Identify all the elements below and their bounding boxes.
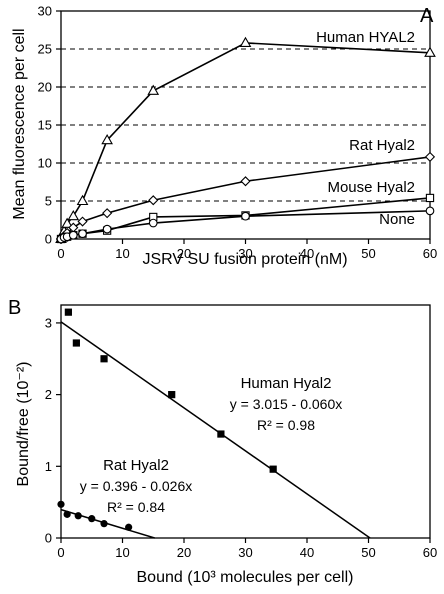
panel-a-point-rat-hyal2 bbox=[424, 151, 436, 162]
panel-b-point-human-hyal2 bbox=[72, 339, 80, 347]
panel-b-x-tick-label: 30 bbox=[238, 545, 252, 560]
panel-b-point-rat-hyal2 bbox=[63, 510, 71, 518]
panel-b-x-tick-label: 10 bbox=[115, 545, 129, 560]
panel-a-point-human-hyal2 bbox=[101, 133, 113, 145]
panel-a-y-tick-label: 15 bbox=[38, 118, 52, 133]
panel-a-x-tick-label: 10 bbox=[115, 246, 129, 261]
panel-b-annotation-rat-hyal2: y = 0.396 - 0.026x bbox=[80, 478, 192, 494]
panel-a-point-rat-hyal2 bbox=[240, 176, 251, 187]
panel-b-ylabel: Bound/free (10⁻²) bbox=[15, 362, 32, 487]
panel-a-series-line-rat-hyal2 bbox=[60, 156, 431, 240]
panel-b-point-human-hyal2 bbox=[168, 391, 176, 399]
panel-a-point-human-hyal2 bbox=[67, 209, 80, 221]
panel-a-series-labels: Human HYAL2 Rat Hyal2 Mouse Hyal2 None bbox=[316, 29, 415, 228]
panel-b-point-rat-hyal2 bbox=[88, 515, 96, 523]
panel-b-annotation-human-hyal2: y = 3.015 - 0.060x bbox=[230, 396, 342, 412]
panel-b-y-tick-label: 1 bbox=[45, 459, 52, 474]
panel-a-point-none bbox=[68, 230, 78, 240]
panel-b-y-tick-label: 2 bbox=[45, 387, 52, 402]
panel-a-y-tick-label: 25 bbox=[38, 42, 52, 57]
panel-a-point-mouse-hyal2 bbox=[425, 193, 435, 203]
panel-a-series-label-mouse-hyal2: Mouse Hyal2 bbox=[327, 179, 415, 196]
panel-b-annotation-rat-hyal2: Rat Hyal2 bbox=[103, 457, 169, 474]
panel-b-xlabel: Bound (10³ molecules per cell) bbox=[137, 569, 354, 586]
panel-a-point-human-hyal2 bbox=[147, 84, 160, 95]
panel-a-point-rat-hyal2 bbox=[77, 216, 88, 227]
panel-a-point-none bbox=[425, 206, 435, 216]
panel-a-y-tick-label: 20 bbox=[38, 80, 52, 95]
panel-b-x-tick-label: 20 bbox=[177, 545, 191, 560]
panel-b-point-rat-hyal2 bbox=[100, 520, 108, 528]
panel-a-y-tick-label: 10 bbox=[38, 156, 52, 171]
panel-a-point-rat-hyal2 bbox=[148, 195, 159, 206]
panel-b-series bbox=[57, 308, 371, 539]
panel-b: B 0 10 20 30 40 50 60 0 1 2 3 Human Hyal2 y = 3.015… bbox=[8, 297, 437, 586]
panel-a-y-tick-label: 0 bbox=[45, 232, 52, 247]
panel-a-series-label-human-hyal2: Human HYAL2 bbox=[316, 29, 415, 46]
panel-a-point-human-hyal2 bbox=[61, 217, 73, 228]
panel-a-x-tick-label: 30 bbox=[238, 246, 252, 261]
panel-a: A 0 10 20 30 40 50 60 0 5 10 15 20 25 30 Human HYAL2 R… bbox=[11, 4, 437, 269]
panel-b-annotation-rat-hyal2: R² = 0.84 bbox=[107, 499, 165, 515]
panel-a-series bbox=[55, 36, 436, 245]
panel-b-y-tick-label: 3 bbox=[45, 315, 52, 330]
panel-b-x-tick-label: 60 bbox=[423, 545, 437, 560]
panel-a-ylabel: Mean fluorescence per cell bbox=[11, 28, 28, 219]
panel-b-point-rat-hyal2 bbox=[125, 523, 133, 531]
panel-b-y-tick-label: 0 bbox=[45, 531, 52, 546]
panel-b-point-rat-hyal2 bbox=[57, 500, 65, 508]
panel-a-y-tick-label: 5 bbox=[45, 194, 52, 209]
panel-a-point-rat-hyal2 bbox=[102, 208, 113, 219]
panel-a-point-human-hyal2 bbox=[76, 194, 89, 206]
panel-a-point-none bbox=[102, 224, 112, 234]
panel-b-letter: B bbox=[8, 297, 21, 319]
panel-b-point-human-hyal2 bbox=[64, 308, 72, 316]
panel-a-point-none bbox=[241, 211, 250, 221]
panel-a-series-label-rat-hyal2: Rat Hyal2 bbox=[349, 137, 415, 154]
panel-b-annotation-human-hyal2: R² = 0.98 bbox=[257, 417, 315, 433]
panel-a-x-tick-label: 50 bbox=[361, 246, 375, 261]
panel-a-x-tick-label: 60 bbox=[423, 246, 437, 261]
panel-a-point-human-hyal2 bbox=[239, 36, 252, 47]
panel-b-x-tick-label: 40 bbox=[300, 545, 314, 560]
panel-a-point-none bbox=[148, 218, 158, 228]
panel-a-x-tick-label: 40 bbox=[300, 246, 314, 261]
panel-a-xlabel: JSRV SU fusion protein (nM) bbox=[142, 251, 347, 268]
panel-b-point-human-hyal2 bbox=[100, 355, 108, 363]
panel-b-x-tick-label: 50 bbox=[361, 545, 375, 560]
panel-a-y-tick-label: 30 bbox=[38, 4, 52, 19]
panel-a-x-tick-label: 20 bbox=[177, 246, 191, 261]
panel-a-letter: A bbox=[420, 5, 434, 27]
panel-a-x-tick-label: 0 bbox=[57, 246, 64, 261]
panel-b-annotations: Human Hyal2 y = 3.015 - 0.060x R² = 0.98 Ra… bbox=[80, 375, 342, 515]
panel-b-x-tick-label: 0 bbox=[57, 545, 64, 560]
panel-b-axes: 0 10 20 30 40 50 60 0 1 2 3 bbox=[45, 304, 437, 560]
panel-b-point-rat-hyal2 bbox=[74, 512, 82, 520]
panel-b-point-human-hyal2 bbox=[217, 430, 225, 438]
panel-b-point-human-hyal2 bbox=[269, 465, 277, 473]
panel-a-series-label-none: None bbox=[379, 211, 415, 228]
panel-b-fit-line-human-hyal2 bbox=[60, 321, 371, 539]
panel-b-annotation-human-hyal2: Human Hyal2 bbox=[241, 375, 332, 392]
panel-a-point-none bbox=[78, 229, 87, 239]
panel-a-point-human-hyal2 bbox=[424, 46, 436, 57]
